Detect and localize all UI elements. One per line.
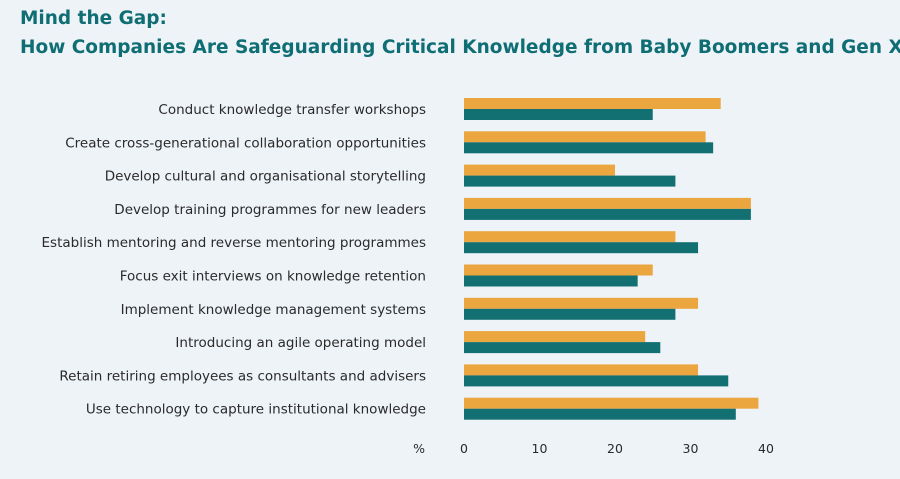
- category-label: Use technology to capture institutional …: [86, 402, 426, 418]
- x-axis-ticks: 0 10 20 30 40: [460, 441, 774, 456]
- x-tick-label: 40: [758, 441, 774, 456]
- bar-teal-3: [464, 175, 676, 187]
- bar-orange-6: [464, 264, 653, 276]
- bar-orange-1: [464, 98, 721, 109]
- category-label: Retain retiring employees as consultants…: [59, 368, 426, 384]
- chart-subtitle: How Companies Are Safeguarding Critical …: [20, 37, 900, 58]
- x-axis-label: %: [413, 441, 425, 456]
- bar-teal-1: [464, 109, 653, 120]
- bar-orange-4: [464, 197, 751, 209]
- category-label: Create cross-generational collaboration …: [65, 135, 426, 151]
- x-tick-label: 0: [460, 441, 468, 456]
- category-label: Focus exit interviews on knowledge reten…: [120, 269, 426, 285]
- category-label: Introducing an agile operating model: [175, 335, 426, 351]
- category-label: Develop cultural and organisational stor…: [105, 169, 426, 185]
- bar-teal-6: [464, 275, 638, 287]
- bar-teal-5: [464, 242, 699, 254]
- bars-group: [464, 98, 759, 420]
- bar-teal-7: [464, 308, 676, 320]
- bar-orange-8: [464, 331, 646, 343]
- x-tick-label: 30: [683, 441, 699, 456]
- bar-orange-7: [464, 297, 699, 309]
- category-labels: Conduct knowledge transfer workshops Crea…: [42, 102, 427, 418]
- bar-orange-2: [464, 131, 706, 143]
- bar-teal-10: [464, 408, 736, 420]
- bar-teal-8: [464, 342, 661, 354]
- x-tick-label: 20: [607, 441, 623, 456]
- bar-teal-4: [464, 208, 751, 220]
- chart-title: Mind the Gap:: [20, 8, 167, 29]
- bar-orange-10: [464, 397, 759, 409]
- bar-orange-5: [464, 231, 676, 243]
- category-label: Implement knowledge management systems: [121, 302, 426, 318]
- bar-teal-2: [464, 142, 714, 154]
- category-label: Establish mentoring and reverse mentorin…: [42, 235, 427, 251]
- category-label: Conduct knowledge transfer workshops: [158, 102, 426, 118]
- category-label: Develop training programmes for new lead…: [114, 202, 426, 218]
- x-tick-label: 10: [532, 441, 548, 456]
- bar-orange-3: [464, 164, 615, 176]
- bar-orange-9: [464, 364, 699, 376]
- bar-teal-9: [464, 375, 729, 387]
